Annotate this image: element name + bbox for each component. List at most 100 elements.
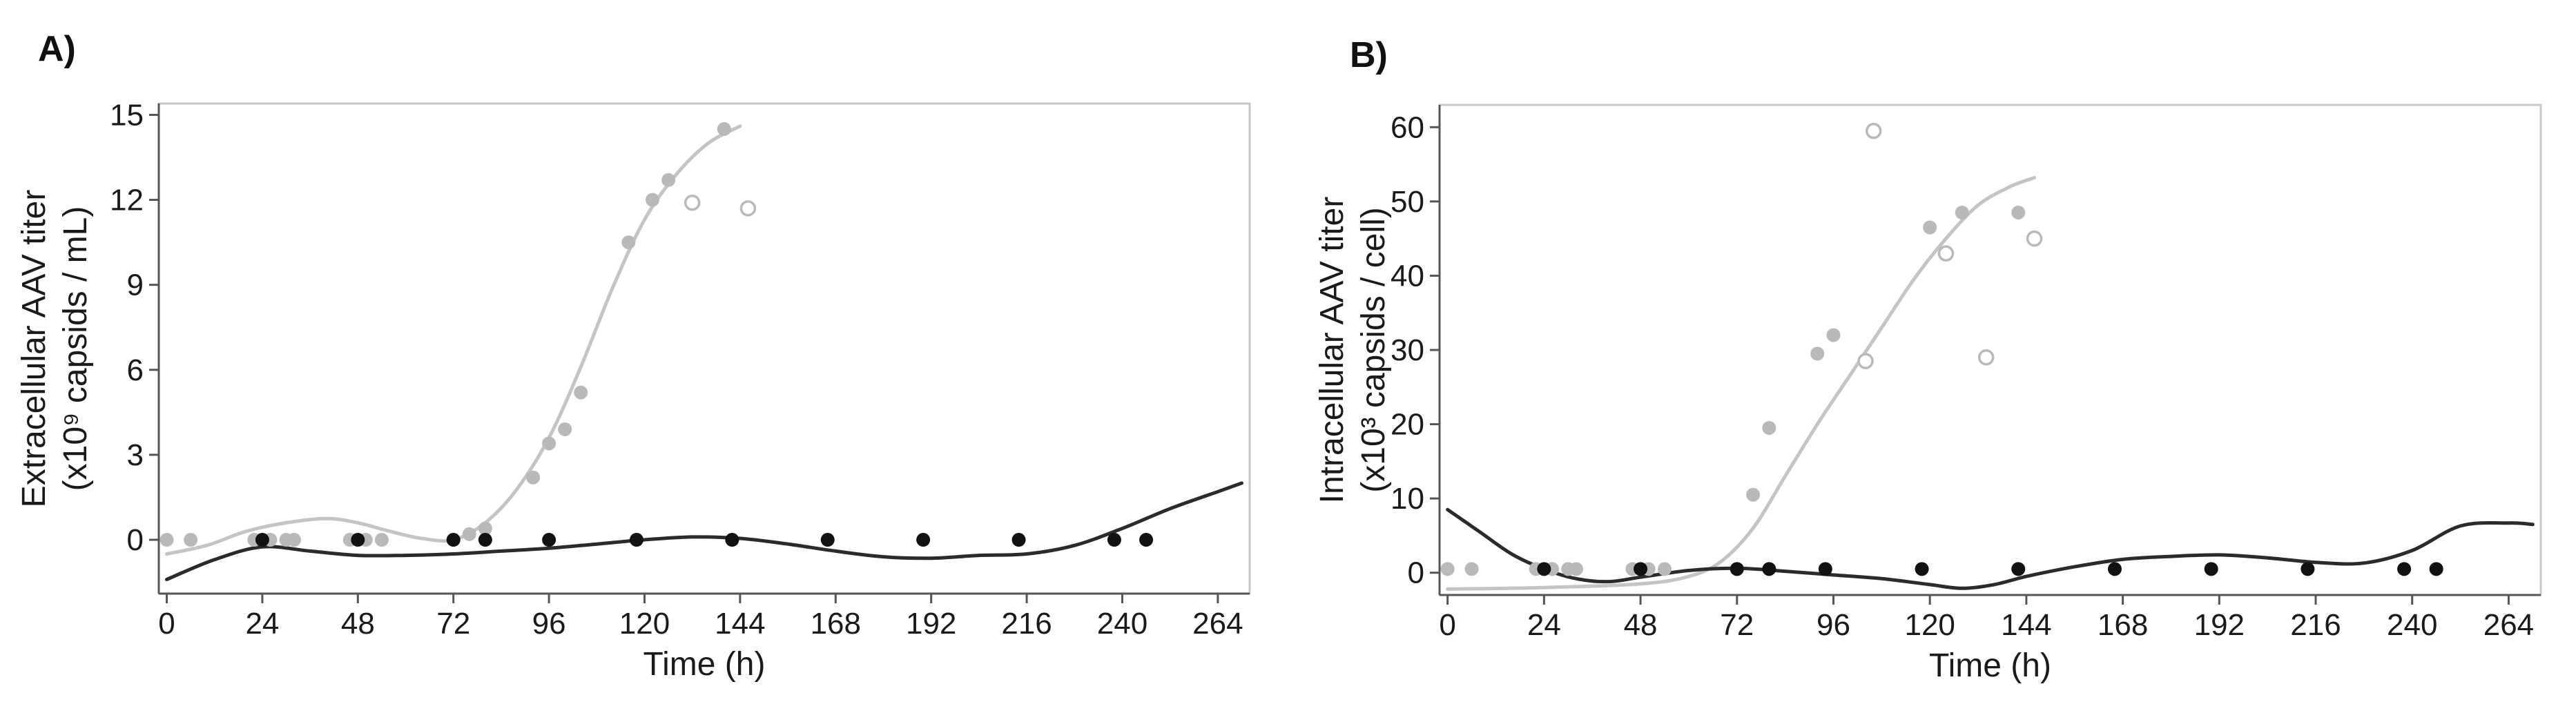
gray-open-point — [2026, 230, 2043, 247]
x-tick-label: 192 — [906, 607, 956, 641]
gray-filled-point — [184, 533, 198, 547]
gray-filled-point — [1923, 220, 1937, 235]
x-tick-label: 192 — [2194, 608, 2245, 642]
x-tick-label: 120 — [619, 607, 670, 641]
x-tick-label: 24 — [245, 607, 279, 641]
x-tick-label: 216 — [1001, 607, 1052, 641]
y-tick-label: 60 — [1391, 110, 1424, 144]
x-tick-label: 264 — [1192, 607, 1243, 641]
gray-filled-point — [1826, 328, 1841, 342]
x-tick-label: 264 — [2483, 608, 2534, 642]
x-tick-label: 96 — [1817, 608, 1850, 642]
y-tick-label: 50 — [1391, 185, 1424, 219]
panel-a-x-axis-title: Time (h) — [643, 646, 766, 683]
panel-b-ticks: 0 24 48 72 96 120 144 168 192 216 240 264 0 10 20 30 40 5… — [1391, 105, 2541, 642]
black-fit-curve — [165, 481, 1243, 581]
panel-a-label: A) — [38, 29, 76, 69]
black-filled-point — [351, 533, 365, 547]
x-tick-label: 144 — [715, 607, 765, 641]
panel-b-x-axis-title: Time (h) — [1929, 647, 2051, 684]
x-tick-label: 96 — [532, 607, 566, 641]
panel-a-y-axis-unit: (x10⁹ capsids / mL) — [57, 206, 94, 491]
black-filled-point — [542, 533, 556, 547]
gray-filled-point — [1569, 562, 1583, 576]
gray-filled-point — [558, 422, 572, 436]
y-tick-label: 0 — [1408, 556, 1424, 590]
gray-fit-curve — [1446, 175, 2036, 591]
black-filled-point — [478, 533, 492, 547]
y-tick-label: 12 — [110, 184, 144, 217]
gray-filled-point — [526, 470, 541, 485]
gray-open-point — [1977, 349, 1995, 366]
gray-filled-point — [621, 235, 636, 250]
panel-a-ticks: 0 24 48 72 96 120 144 168 192 216 240 264 0 3 6 9 12 15 — [110, 98, 1250, 641]
black-filled-point — [1915, 562, 1929, 576]
panel-a-y-axis-title: Extracellular AAV titer — [16, 190, 52, 508]
black-filled-point — [2397, 562, 2412, 576]
x-tick-label: 240 — [2387, 608, 2437, 642]
black-filled-point — [2301, 562, 2315, 576]
x-tick-label: 0 — [158, 607, 175, 641]
panel-b-points — [1440, 122, 2443, 576]
y-tick-label: 6 — [127, 353, 144, 387]
gray-filled-point — [1657, 562, 1672, 576]
black-filled-point — [1730, 562, 1744, 576]
panel-a-curves — [165, 124, 1243, 581]
gray-filled-point — [1440, 562, 1455, 576]
gray-filled-point — [1955, 205, 1969, 219]
panel-b-y-axis-unit: (x10³ capsids / cell) — [1355, 207, 1392, 492]
panel-b-plot-frame — [1438, 104, 2542, 596]
y-tick-label: 15 — [110, 98, 144, 132]
gray-filled-point — [287, 533, 302, 547]
gray-filled-point — [374, 533, 389, 547]
black-filled-point — [916, 533, 931, 547]
x-tick-label: 48 — [1624, 608, 1658, 642]
x-tick-label: 0 — [1439, 608, 1455, 642]
y-tick-label: 10 — [1391, 482, 1424, 516]
black-filled-point — [1762, 562, 1776, 576]
gray-filled-point — [1746, 487, 1761, 502]
black-filled-point — [725, 533, 739, 547]
x-tick-label: 24 — [1527, 608, 1561, 642]
panel-a: A) 0 24 48 72 96 120 144 168 192 216 240 264 0 3 6 9 12 1… — [16, 29, 1251, 683]
y-tick-label: 20 — [1391, 408, 1424, 442]
x-tick-label: 48 — [341, 607, 375, 641]
black-filled-point — [446, 533, 461, 547]
x-tick-label: 240 — [1097, 607, 1147, 641]
black-filled-point — [820, 533, 835, 547]
black-filled-point — [2429, 562, 2443, 576]
y-tick-label: 3 — [127, 438, 144, 472]
x-tick-label: 168 — [811, 607, 861, 641]
gray-filled-point — [574, 385, 588, 400]
panel-b: B) 0 24 48 72 96 120 144 168 192 216 240 264 0 10 20 30… — [1314, 35, 2542, 684]
black-filled-point — [1634, 562, 1648, 576]
gray-filled-point — [661, 173, 676, 187]
black-filled-point — [1011, 533, 1026, 547]
gray-filled-point — [1464, 562, 1479, 576]
gray-filled-point — [646, 193, 660, 207]
black-filled-point — [2107, 562, 2122, 576]
gray-filled-point — [1762, 420, 1776, 435]
gray-filled-point — [462, 527, 476, 541]
y-tick-label: 30 — [1391, 333, 1424, 367]
y-tick-label: 9 — [127, 269, 144, 302]
gray-open-point — [1865, 122, 1882, 139]
black-filled-point — [1107, 533, 1121, 547]
gray-open-point — [1937, 245, 1955, 262]
x-tick-label: 72 — [436, 607, 470, 641]
panel-b-curves — [1446, 175, 2535, 591]
gray-filled-point — [2011, 205, 2026, 219]
panel-a-points — [159, 121, 1154, 547]
gray-filled-point — [717, 121, 731, 136]
x-tick-label: 144 — [2001, 608, 2051, 642]
black-filled-point — [255, 533, 269, 547]
gray-fit-curve — [165, 124, 742, 556]
x-tick-label: 216 — [2290, 608, 2341, 642]
x-tick-label: 168 — [2098, 608, 2148, 642]
black-filled-point — [629, 533, 643, 547]
black-fit-curve — [1446, 507, 2535, 590]
gray-filled-point — [1810, 347, 1825, 361]
black-filled-point — [1139, 533, 1154, 547]
black-filled-point — [1537, 562, 1551, 576]
